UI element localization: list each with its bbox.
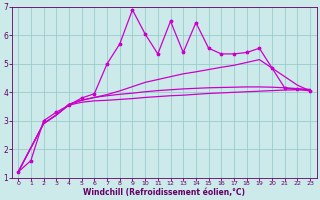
X-axis label: Windchill (Refroidissement éolien,°C): Windchill (Refroidissement éolien,°C) (83, 188, 245, 197)
